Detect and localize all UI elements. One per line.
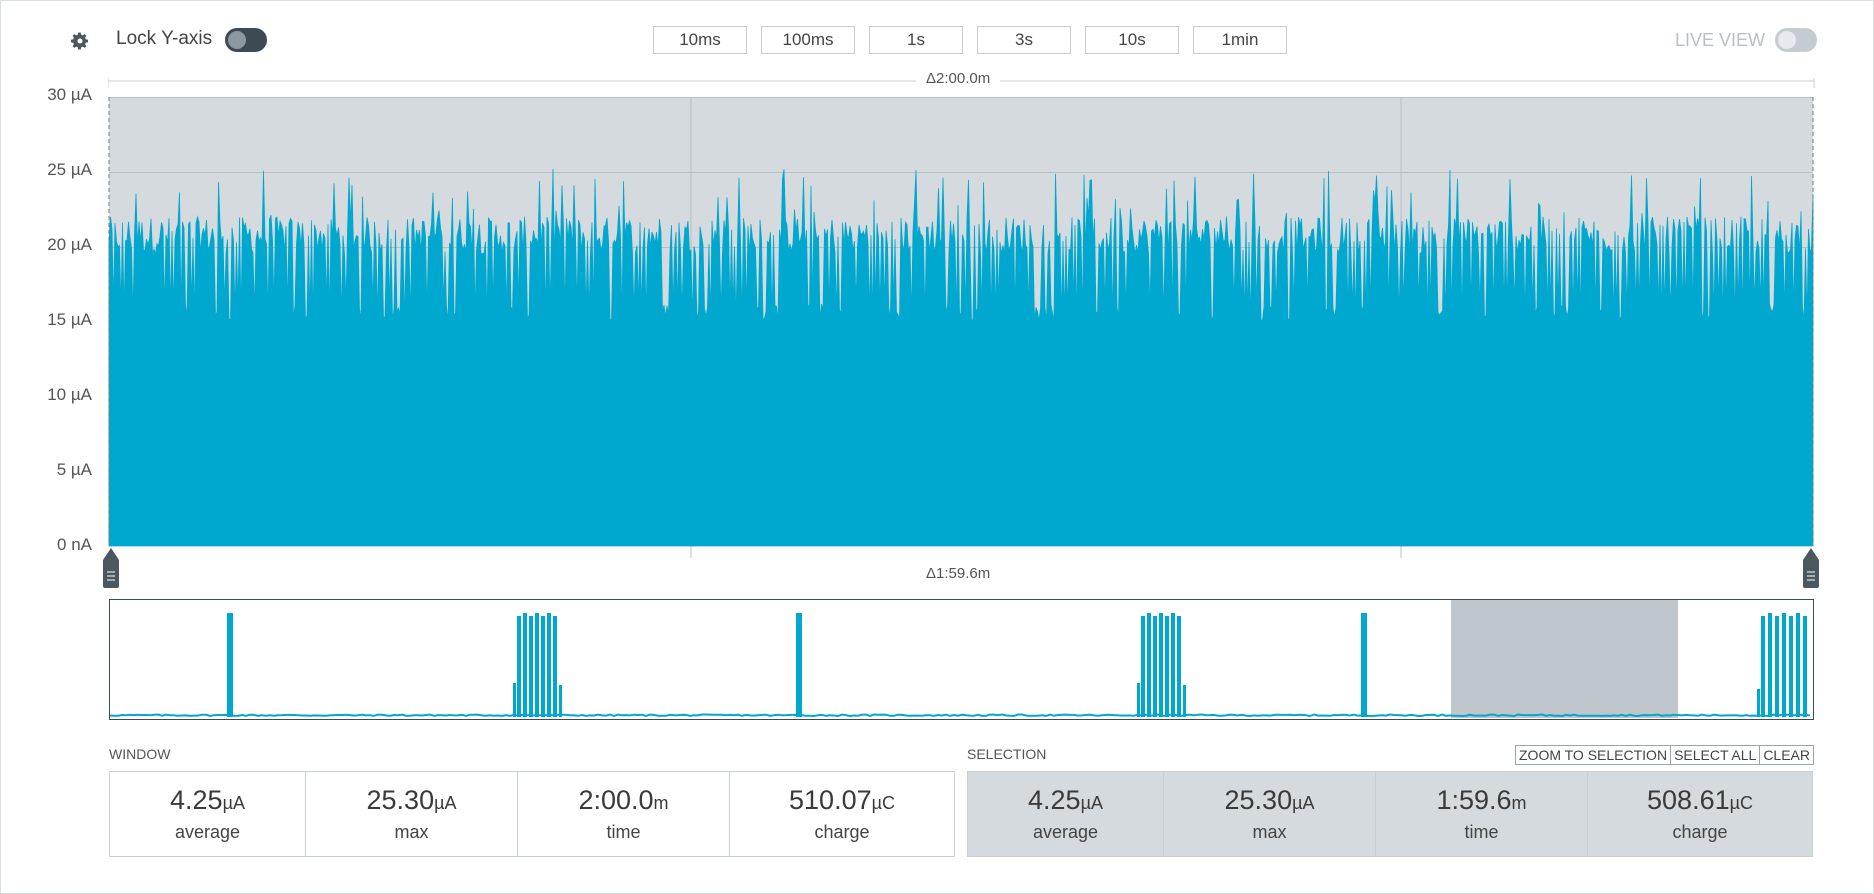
minimap-burst	[1177, 616, 1181, 717]
stat-value: 25.30	[1224, 785, 1293, 815]
y-tick-label: 5 µA	[56, 460, 92, 479]
minimap-burst	[559, 685, 562, 717]
stat-value: 4.25	[170, 785, 223, 815]
stat-caption: max	[1252, 822, 1287, 842]
window-max: 25.30µA max	[306, 772, 518, 856]
stat-unit: µA	[434, 793, 457, 813]
stat-unit: µA	[1080, 793, 1103, 813]
time-button-1s[interactable]: 1s	[869, 26, 963, 54]
minimap[interactable]	[109, 599, 1815, 721]
minimap-burst	[227, 613, 233, 717]
y-tick-label: 15 µA	[47, 310, 92, 329]
minimap-burst	[1789, 616, 1793, 717]
gear-icon[interactable]	[70, 31, 90, 51]
selection-average: 4.25µA average	[968, 772, 1164, 856]
minimap-burst	[517, 616, 521, 717]
selection-max: 25.30µA max	[1164, 772, 1376, 856]
minimap-burst	[547, 613, 551, 717]
minimap-viewport	[1451, 600, 1678, 718]
current-chart[interactable]	[108, 78, 1818, 558]
lock-y-axis-label: Lock Y-axis	[116, 28, 213, 49]
live-view-label: LIVE VIEW	[1675, 30, 1766, 50]
minimap-burst	[1361, 613, 1367, 717]
window-duration-label: Δ2:00.0m	[916, 70, 1001, 87]
window-stats: 4.25µA average 25.30µA max 2:00.0m time …	[109, 771, 955, 857]
stat-caption: charge	[814, 822, 870, 842]
minimap-burst	[1137, 683, 1140, 717]
minimap-burst	[1796, 613, 1800, 717]
time-button-1min[interactable]: 1min	[1193, 26, 1287, 54]
y-tick-label: 25 µA	[47, 160, 92, 179]
toggle-knob	[1778, 31, 1796, 49]
signal-area	[108, 168, 1814, 547]
minimap-burst	[1159, 613, 1163, 717]
stat-caption: average	[1032, 822, 1099, 842]
window-charge: 510.07µC charge	[730, 772, 954, 856]
minimap-bursts	[227, 613, 1807, 717]
stat-value: 4.25	[1028, 785, 1081, 815]
toggle-knob	[228, 31, 246, 49]
minimap-burst	[529, 616, 533, 717]
y-tick-label: 20 µA	[47, 235, 92, 254]
stat-caption: charge	[1672, 822, 1728, 842]
minimap-burst	[1782, 613, 1786, 717]
time-button-100ms[interactable]: 100ms	[761, 26, 855, 54]
clear-button[interactable]: CLEAR	[1759, 745, 1814, 765]
minimap-burst	[1153, 616, 1157, 717]
time-button-3s[interactable]: 3s	[977, 26, 1071, 54]
stat-caption: time	[1464, 822, 1499, 842]
minimap-burst	[513, 683, 516, 717]
time-button-10ms[interactable]: 10ms	[653, 26, 747, 54]
window-section-label: WINDOW	[109, 746, 171, 762]
lock-y-axis-toggle[interactable]	[225, 28, 267, 52]
selection-time: 1:59.6m time	[1376, 772, 1588, 856]
stat-value: 25.30	[366, 785, 435, 815]
minimap-burst	[535, 613, 539, 717]
minimap-burst	[1165, 616, 1169, 717]
minimap-burst	[1775, 616, 1779, 717]
stat-value: 1:59.6	[1436, 785, 1512, 815]
stat-unit: µC	[871, 793, 895, 813]
selection-section-label: SELECTION	[967, 746, 1047, 762]
stat-caption: time	[606, 822, 641, 842]
stat-unit: µA	[1292, 793, 1315, 813]
minimap-burst	[1761, 616, 1765, 717]
window-average: 4.25µA average	[110, 772, 306, 856]
selection-actions: ZOOM TO SELECTION SELECT ALL CLEAR	[1515, 745, 1814, 765]
y-tick-label: 10 µA	[47, 385, 92, 404]
y-tick-label: 0 nA	[57, 535, 92, 554]
left-selection-handle[interactable]	[102, 548, 120, 588]
minimap-signal	[109, 713, 1811, 718]
selection-stats: 4.25µA average 25.30µA max 1:59.6m time …	[967, 771, 1813, 857]
minimap-burst	[523, 613, 527, 717]
minimap-burst	[1147, 613, 1151, 717]
minimap-burst	[1803, 616, 1807, 717]
zoom-to-selection-button[interactable]: ZOOM TO SELECTION	[1515, 745, 1672, 765]
stat-value: 508.61	[1647, 785, 1730, 815]
selection-charge: 508.61µC charge	[1588, 772, 1812, 856]
selection-duration-label: Δ1:59.6m	[916, 565, 1001, 582]
stat-caption: max	[394, 822, 429, 842]
stat-unit: µA	[222, 793, 245, 813]
time-button-10s[interactable]: 10s	[1085, 26, 1179, 54]
minimap-burst	[1141, 616, 1145, 717]
y-tick-label: 30 µA	[47, 85, 92, 104]
minimap-burst	[1757, 689, 1760, 717]
minimap-burst	[1183, 685, 1186, 717]
minimap-burst	[796, 613, 802, 717]
stat-unit: µC	[1729, 793, 1753, 813]
minimap-burst	[1768, 613, 1772, 717]
minimap-burst	[1171, 613, 1175, 717]
stat-caption: average	[174, 822, 241, 842]
right-selection-handle[interactable]	[1802, 548, 1820, 588]
stat-value: 2:00.0	[578, 785, 654, 815]
minimap-burst	[553, 616, 557, 717]
minimap-burst	[541, 616, 545, 717]
stat-unit: m	[1511, 793, 1527, 813]
window-time: 2:00.0m time	[518, 772, 730, 856]
live-view-toggle[interactable]	[1775, 28, 1817, 52]
stat-value: 510.07	[789, 785, 872, 815]
select-all-button[interactable]: SELECT ALL	[1670, 745, 1761, 765]
stat-unit: m	[653, 793, 669, 813]
